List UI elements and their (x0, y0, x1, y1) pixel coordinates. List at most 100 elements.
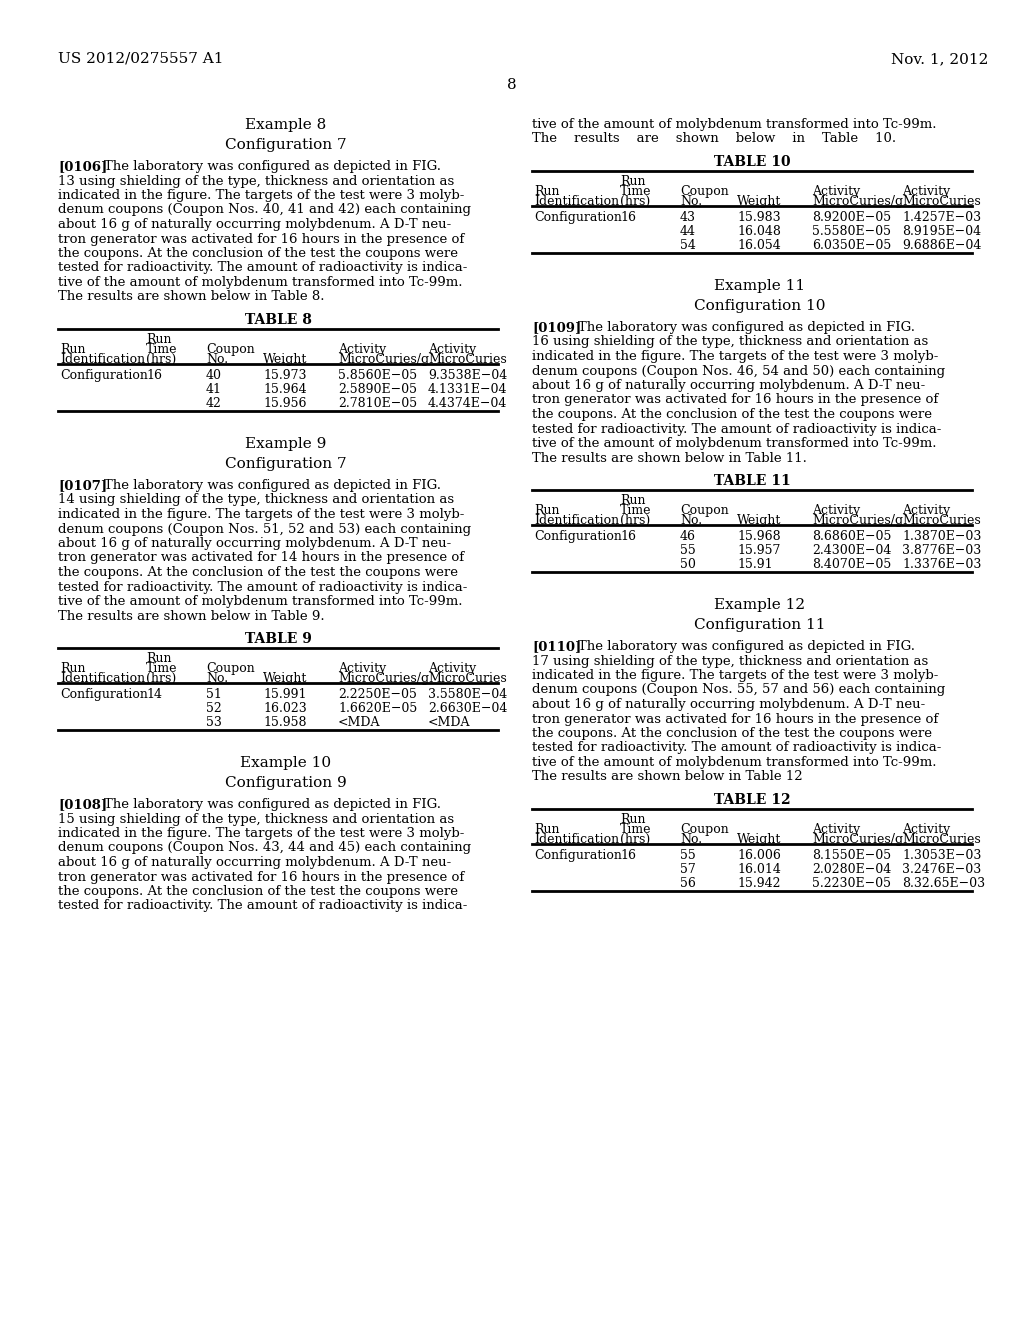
Text: 15.957: 15.957 (737, 544, 780, 557)
Text: Configuration 11: Configuration 11 (694, 618, 825, 632)
Text: 15.973: 15.973 (263, 370, 306, 381)
Text: MicroCuries: MicroCuries (902, 195, 981, 209)
Text: 5.2230E−05: 5.2230E−05 (812, 876, 891, 890)
Text: Activity: Activity (902, 185, 950, 198)
Text: 16.014: 16.014 (737, 863, 781, 876)
Text: 1.3053E−03: 1.3053E−03 (902, 849, 981, 862)
Text: 15.983: 15.983 (737, 211, 780, 224)
Text: Run: Run (60, 343, 85, 356)
Text: 8.32.65E−03: 8.32.65E−03 (902, 876, 985, 890)
Text: MicroCuries/g: MicroCuries/g (338, 352, 429, 366)
Text: Run: Run (146, 652, 171, 665)
Text: Identification: Identification (534, 195, 620, 209)
Text: The laboratory was configured as depicted in FIG.: The laboratory was configured as depicte… (104, 479, 441, 492)
Text: Coupon: Coupon (206, 663, 255, 675)
Text: US 2012/0275557 A1: US 2012/0275557 A1 (58, 51, 223, 66)
Text: The laboratory was configured as depicted in FIG.: The laboratory was configured as depicte… (578, 640, 915, 653)
Text: 15.968: 15.968 (737, 531, 780, 543)
Text: The laboratory was configured as depicted in FIG.: The laboratory was configured as depicte… (104, 799, 441, 810)
Text: the coupons. At the conclusion of the test the coupons were: the coupons. At the conclusion of the te… (58, 566, 458, 579)
Text: No.: No. (206, 672, 228, 685)
Text: Nov. 1, 2012: Nov. 1, 2012 (891, 51, 988, 66)
Text: Example 8: Example 8 (246, 117, 327, 132)
Text: The    results    are    shown    below    in    Table    10.: The results are shown below in Table 10. (532, 132, 896, 145)
Text: Weight: Weight (263, 352, 307, 366)
Text: (hrs): (hrs) (146, 352, 176, 366)
Text: No.: No. (680, 833, 702, 846)
Text: Configuration 9: Configuration 9 (225, 776, 347, 789)
Text: Activity: Activity (902, 504, 950, 517)
Text: (hrs): (hrs) (620, 513, 650, 527)
Text: 4.4374E−04: 4.4374E−04 (428, 397, 507, 411)
Text: The laboratory was configured as depicted in FIG.: The laboratory was configured as depicte… (578, 321, 915, 334)
Text: TABLE 12: TABLE 12 (714, 793, 791, 807)
Text: [0106]: [0106] (58, 160, 108, 173)
Text: 16.054: 16.054 (737, 239, 780, 252)
Text: indicated in the figure. The targets of the test were 3 molyb-: indicated in the figure. The targets of … (58, 508, 464, 521)
Text: Weight: Weight (737, 833, 781, 846)
Text: tested for radioactivity. The amount of radioactivity is indica-: tested for radioactivity. The amount of … (532, 422, 941, 436)
Text: [0109]: [0109] (532, 321, 582, 334)
Text: 3.2476E−03: 3.2476E−03 (902, 863, 981, 876)
Text: 2.2250E−05: 2.2250E−05 (338, 688, 417, 701)
Text: 8.9195E−04: 8.9195E−04 (902, 224, 981, 238)
Text: TABLE 11: TABLE 11 (714, 474, 791, 488)
Text: 16.023: 16.023 (263, 702, 307, 715)
Text: <MDA: <MDA (338, 715, 381, 729)
Text: tested for radioactivity. The amount of radioactivity is indica-: tested for radioactivity. The amount of … (58, 261, 467, 275)
Text: The results are shown below in Table 8.: The results are shown below in Table 8. (58, 290, 325, 304)
Text: TABLE 8: TABLE 8 (245, 313, 311, 327)
Text: about 16 g of naturally occurring molybdenum. A D-T neu-: about 16 g of naturally occurring molybd… (532, 698, 926, 711)
Text: 44: 44 (680, 224, 696, 238)
Text: Run: Run (146, 333, 171, 346)
Text: Configuration 7: Configuration 7 (225, 457, 347, 471)
Text: Time: Time (620, 185, 651, 198)
Text: 16 using shielding of the type, thickness and orientation as: 16 using shielding of the type, thicknes… (532, 335, 928, 348)
Text: No.: No. (680, 513, 702, 527)
Text: Configuration: Configuration (534, 531, 622, 543)
Text: Example 12: Example 12 (715, 598, 806, 612)
Text: 15.958: 15.958 (263, 715, 306, 729)
Text: Run: Run (620, 494, 645, 507)
Text: the coupons. At the conclusion of the test the coupons were: the coupons. At the conclusion of the te… (58, 884, 458, 898)
Text: MicroCuries: MicroCuries (428, 672, 507, 685)
Text: 55: 55 (680, 544, 695, 557)
Text: 51: 51 (206, 688, 222, 701)
Text: The results are shown below in Table 12: The results are shown below in Table 12 (532, 771, 803, 784)
Text: 53: 53 (206, 715, 222, 729)
Text: 1.3870E−03: 1.3870E−03 (902, 531, 981, 543)
Text: Coupon: Coupon (680, 504, 729, 517)
Text: Run: Run (534, 185, 559, 198)
Text: Example 11: Example 11 (715, 279, 806, 293)
Text: 15.956: 15.956 (263, 397, 306, 411)
Text: 8: 8 (507, 78, 517, 92)
Text: 2.4300E−04: 2.4300E−04 (812, 544, 891, 557)
Text: denum coupons (Coupon Nos. 43, 44 and 45) each containing: denum coupons (Coupon Nos. 43, 44 and 45… (58, 842, 471, 854)
Text: Run: Run (534, 504, 559, 517)
Text: 16: 16 (620, 531, 636, 543)
Text: Time: Time (146, 343, 177, 356)
Text: MicroCuries: MicroCuries (902, 513, 981, 527)
Text: 56: 56 (680, 876, 696, 890)
Text: 15.91: 15.91 (737, 558, 773, 572)
Text: 52: 52 (206, 702, 222, 715)
Text: TABLE 10: TABLE 10 (714, 154, 791, 169)
Text: 15.964: 15.964 (263, 383, 306, 396)
Text: Configuration: Configuration (534, 849, 622, 862)
Text: about 16 g of naturally occurring molybdenum. A D-T neu-: about 16 g of naturally occurring molybd… (532, 379, 926, 392)
Text: 5.5580E−05: 5.5580E−05 (812, 224, 891, 238)
Text: Time: Time (620, 822, 651, 836)
Text: Activity: Activity (338, 343, 386, 356)
Text: Activity: Activity (338, 663, 386, 675)
Text: indicated in the figure. The targets of the test were 3 molyb-: indicated in the figure. The targets of … (58, 828, 464, 840)
Text: 3.5580E−04: 3.5580E−04 (428, 688, 507, 701)
Text: denum coupons (Coupon Nos. 46, 54 and 50) each containing: denum coupons (Coupon Nos. 46, 54 and 50… (532, 364, 945, 378)
Text: Run: Run (60, 663, 85, 675)
Text: [0108]: [0108] (58, 799, 108, 810)
Text: Weight: Weight (737, 513, 781, 527)
Text: tron generator was activated for 14 hours in the presence of: tron generator was activated for 14 hour… (58, 552, 464, 565)
Text: 8.6860E−05: 8.6860E−05 (812, 531, 891, 543)
Text: denum coupons (Coupon Nos. 55, 57 and 56) each containing: denum coupons (Coupon Nos. 55, 57 and 56… (532, 684, 945, 697)
Text: Example 10: Example 10 (241, 756, 332, 770)
Text: 50: 50 (680, 558, 696, 572)
